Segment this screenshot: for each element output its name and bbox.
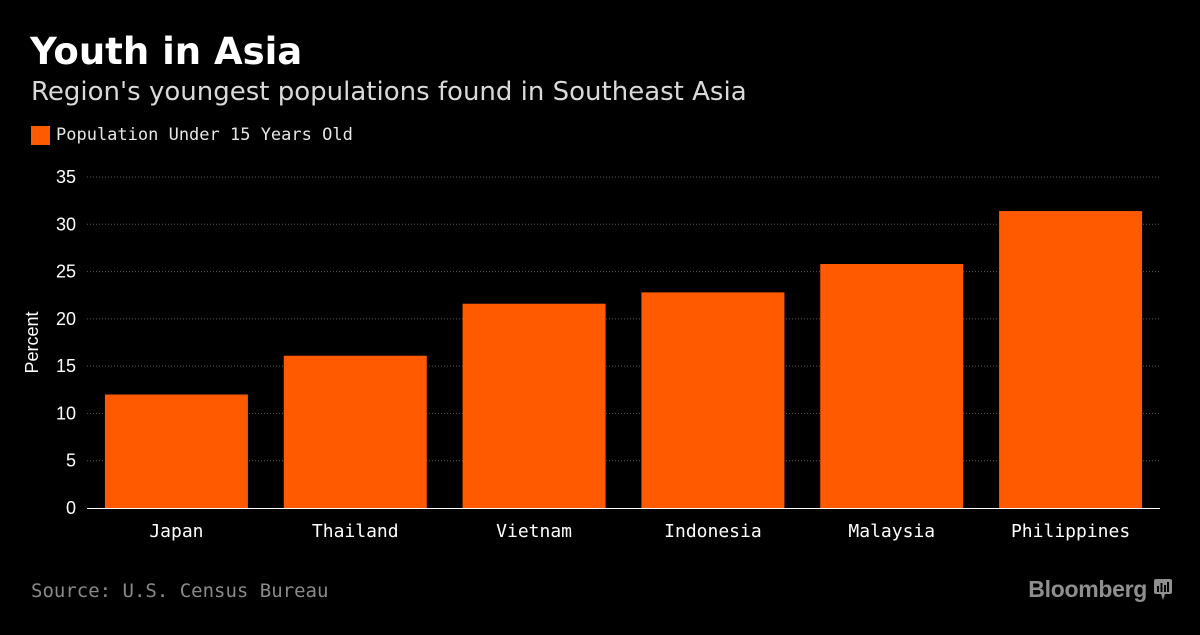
x-tick-label: Philippines <box>1011 521 1130 542</box>
y-tick-label: 0 <box>66 498 76 518</box>
bar-malaysia <box>820 264 964 508</box>
x-tick-label: Indonesia <box>664 521 762 542</box>
x-tick-label: Japan <box>149 521 203 542</box>
legend-swatch <box>31 125 50 145</box>
brand-name: Bloomberg <box>1028 576 1147 602</box>
bar-thailand <box>283 355 427 508</box>
y-tick-label: 20 <box>56 309 76 329</box>
y-tick-label: 35 <box>56 167 76 187</box>
bloomberg-terminal-icon <box>1154 578 1172 600</box>
chart-subtitle: Region's youngest populations found in S… <box>31 77 747 107</box>
y-tick-label: 25 <box>56 262 76 282</box>
bar-vietnam <box>462 303 606 508</box>
source-note: Source: U.S. Census Bureau <box>31 580 329 602</box>
y-tick-label: 5 <box>66 451 76 471</box>
y-tick-label: 15 <box>56 356 76 376</box>
legend: Population Under 15 Years Old <box>31 124 353 146</box>
x-tick-label: Thailand <box>312 521 399 542</box>
legend-label: Population Under 15 Years Old <box>56 125 353 145</box>
y-tick-label: 10 <box>56 403 76 423</box>
bar-philippines <box>999 211 1143 508</box>
x-tick-label: Malaysia <box>848 521 935 542</box>
x-tick-label: Vietnam <box>496 521 572 542</box>
y-axis-label: Percent <box>22 311 42 373</box>
bar-indonesia <box>641 292 785 508</box>
y-tick-label: 30 <box>56 214 76 234</box>
brand-logo: Bloomberg <box>1028 576 1172 603</box>
bar-japan <box>104 394 248 508</box>
chart-title: Youth in Asia <box>30 30 303 73</box>
